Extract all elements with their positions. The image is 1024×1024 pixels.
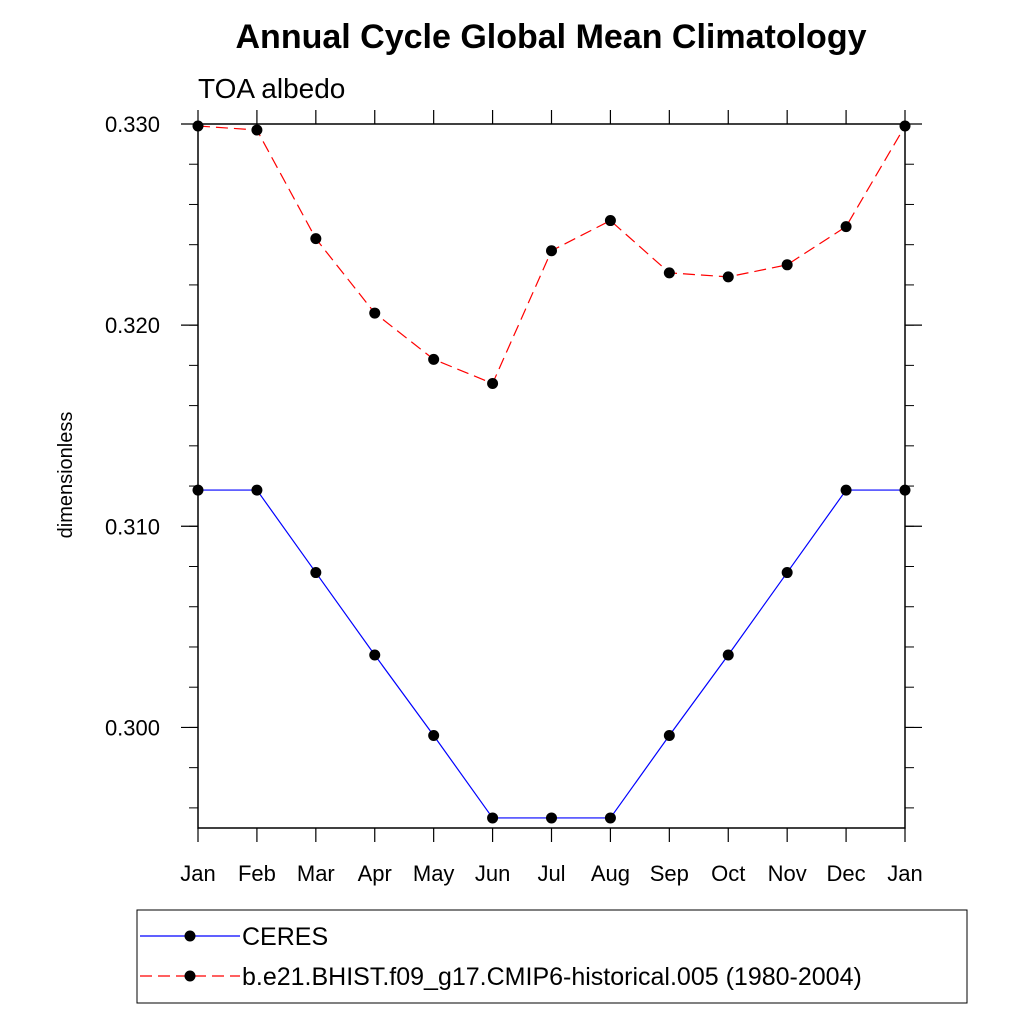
y-tick-label: 0.300 bbox=[105, 715, 160, 740]
data-point bbox=[487, 812, 499, 824]
x-tick-label: Nov bbox=[768, 861, 807, 886]
axis-ticks bbox=[181, 110, 922, 842]
x-tick-label: Oct bbox=[711, 861, 745, 886]
x-tick-labels: Jan Feb Mar Apr May Jun Jul Aug Sep Oct Nov Dec Jan bbox=[180, 861, 922, 886]
series-0 bbox=[192, 484, 911, 824]
x-tick-label: Jun bbox=[475, 861, 510, 886]
y-axis-label: dimensionless bbox=[55, 412, 77, 539]
legend-box bbox=[136, 909, 968, 1004]
data-point bbox=[369, 307, 381, 319]
x-tick-label: May bbox=[413, 861, 455, 886]
data-point bbox=[487, 377, 499, 389]
chart-subtitle: TOA albedo bbox=[198, 73, 345, 104]
data-point bbox=[840, 484, 852, 496]
y-tick-label: 0.320 bbox=[105, 313, 160, 338]
y-tick-labels: 0.300 0.310 0.320 0.330 bbox=[105, 112, 160, 740]
series-1 bbox=[192, 120, 911, 389]
data-point bbox=[899, 484, 911, 496]
series-layer bbox=[192, 120, 911, 824]
series-line bbox=[198, 489, 905, 819]
data-point bbox=[192, 484, 204, 496]
x-tick-label: Aug bbox=[591, 861, 630, 886]
x-tick-label: Jan bbox=[887, 861, 922, 886]
data-point bbox=[192, 120, 204, 132]
data-point bbox=[781, 259, 793, 271]
x-tick-label: Jan bbox=[180, 861, 215, 886]
data-point bbox=[722, 649, 734, 661]
data-point bbox=[546, 812, 557, 824]
data-point bbox=[604, 215, 616, 227]
data-point bbox=[781, 567, 793, 579]
plot-area bbox=[197, 123, 906, 829]
data-point bbox=[369, 649, 381, 661]
data-point bbox=[663, 267, 675, 279]
data-point bbox=[310, 567, 322, 579]
x-tick-label: Jul bbox=[537, 861, 565, 886]
x-tick-label: Feb bbox=[238, 861, 276, 886]
legend-marker bbox=[184, 930, 196, 942]
data-point bbox=[251, 484, 263, 496]
data-point bbox=[663, 729, 675, 741]
data-point bbox=[546, 245, 557, 257]
x-tick-label: Dec bbox=[827, 861, 866, 886]
y-tick-label: 0.330 bbox=[105, 112, 160, 137]
legend-label: CERES bbox=[242, 923, 328, 951]
data-point bbox=[428, 353, 440, 365]
data-point bbox=[840, 221, 852, 233]
data-point bbox=[310, 233, 322, 245]
data-point bbox=[899, 120, 911, 132]
x-tick-label: Sep bbox=[650, 861, 689, 886]
x-tick-label: Mar bbox=[297, 861, 335, 886]
legend-marker bbox=[184, 970, 196, 982]
chart-title: Annual Cycle Global Mean Climatology bbox=[236, 18, 867, 56]
legend: CERES b.e21.BHIST.f09_g17.CMIP6-historica… bbox=[140, 923, 862, 991]
data-point bbox=[722, 271, 734, 283]
y-tick-label: 0.310 bbox=[105, 514, 160, 539]
data-point bbox=[428, 729, 440, 741]
data-point bbox=[251, 124, 263, 136]
legend-label: b.e21.BHIST.f09_g17.CMIP6-historical.005… bbox=[242, 963, 862, 991]
x-tick-label: Apr bbox=[358, 861, 392, 886]
data-point bbox=[604, 812, 616, 824]
